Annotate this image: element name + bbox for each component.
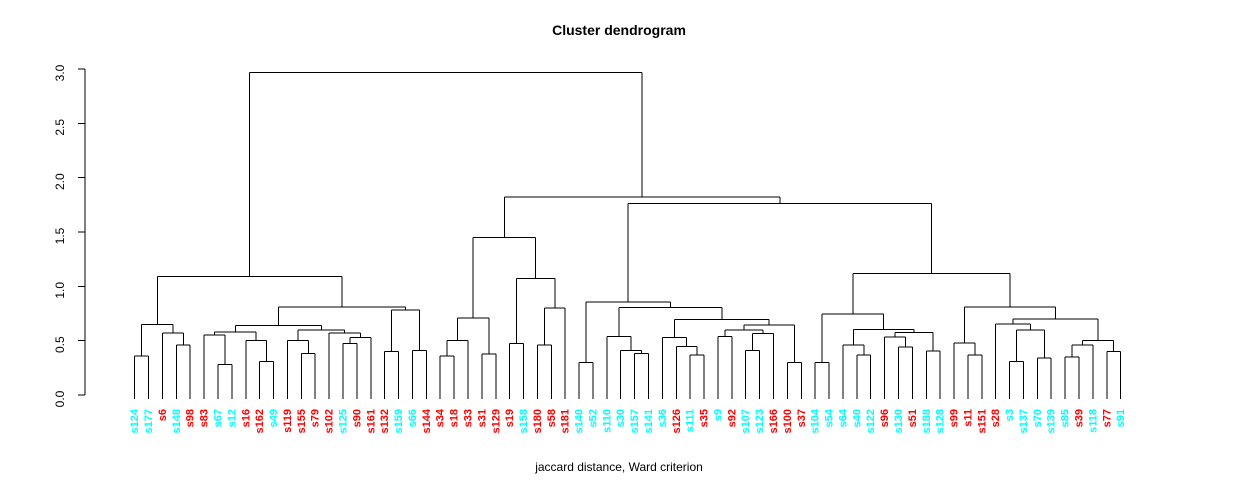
leaf-label-s92: s92 [726,409,738,427]
leaf-label-s9: s9 [712,409,724,421]
y-tick-label-1.0: 1.0 [53,282,67,299]
leaf-label-s130: s130 [893,409,905,433]
leaf-label-s157: s157 [629,409,641,433]
leaf-label-s34: s34 [435,408,447,427]
leaf-label-s162: s162 [254,409,266,433]
leaf-label-s141: s141 [643,409,655,433]
y-tick-label-0.5: 0.5 [53,336,67,353]
leaf-label-s151: s151 [976,409,988,433]
leaf-label-s144: s144 [421,408,433,433]
leaf-label-s99: s99 [949,409,961,427]
leaf-label-s129: s129 [490,409,502,433]
leaf-label-s49: s49 [268,409,280,427]
leaf-label-s70: s70 [1032,409,1044,427]
leaf-label-s52: s52 [587,409,599,427]
leaf-label-s39: s39 [1074,409,1086,427]
leaf-label-s139: s139 [1046,409,1058,433]
leaf-label-s31: s31 [476,409,488,427]
leaf-label-s140: s140 [574,409,586,433]
leaf-label-s67: s67 [213,409,225,427]
leaf-label-s137: s137 [1018,409,1030,433]
leaf-label-s35: s35 [699,409,711,427]
leaf-label-s118: s118 [1087,409,1099,433]
leaf-label-s54: s54 [824,408,836,427]
leaf-label-s28: s28 [990,409,1002,427]
leaf-label-s107: s107 [740,409,752,433]
leaf-label-s85: s85 [1060,409,1072,427]
leaf-label-s125: s125 [338,409,350,433]
leaf-label-s148: s148 [171,409,183,433]
leaf-label-s66: s66 [407,409,419,427]
leaf-label-s83: s83 [199,409,211,427]
y-tick-label-2.0: 2.0 [53,173,67,190]
leaf-label-s132: s132 [379,409,391,433]
leaf-label-s33: s33 [462,409,474,427]
leaf-label-s6: s6 [157,409,169,421]
leaf-label-s124: s124 [129,408,141,433]
leaf-label-s19: s19 [504,409,516,427]
leaf-label-s30: s30 [615,409,627,427]
leaf-label-s79: s79 [310,409,322,427]
leaf-label-s166: s166 [768,409,780,433]
leaf-label-s91: s91 [1115,409,1127,427]
leaf-label-s58: s58 [546,409,558,427]
leaf-label-s110: s110 [601,409,613,433]
leaf-label-s104: s104 [810,408,822,433]
leaf-label-s40: s40 [851,409,863,427]
leaf-label-s3: s3 [1004,409,1016,421]
leaf-label-s119: s119 [282,409,294,433]
leaf-label-s64: s64 [837,408,849,427]
y-tick-label-2.5: 2.5 [53,119,67,136]
leaf-label-s177: s177 [143,409,155,433]
leaf-label-s180: s180 [532,409,544,433]
chart-title: Cluster dendrogram [552,22,686,38]
leaf-label-s122: s122 [865,409,877,433]
leaf-label-s161: s161 [365,409,377,433]
y-tick-label-0.0: 0.0 [53,390,67,407]
leaf-label-s36: s36 [657,409,669,427]
leaf-label-s12: s12 [226,409,238,427]
leaf-label-s51: s51 [907,409,919,427]
leaf-label-s90: s90 [351,409,363,427]
leaf-label-s77: s77 [1101,409,1113,427]
leaf-label-s123: s123 [754,409,766,433]
leaf-label-s128: s128 [935,409,947,433]
y-tick-label-1.5: 1.5 [53,227,67,244]
leaf-label-s100: s100 [782,409,794,433]
leaf-label-s11: s11 [962,409,974,427]
x-axis-caption: jaccard distance, Ward criterion [535,460,703,474]
leaf-label-s155: s155 [296,409,308,433]
leaf-label-s159: s159 [393,409,405,433]
leaf-label-s98: s98 [185,409,197,427]
leaf-label-s188: s188 [921,409,933,433]
leaf-label-s111: s111 [685,409,697,432]
leaf-label-s102: s102 [324,409,336,433]
leaf-label-s96: s96 [879,409,891,427]
leaf-label-s158: s158 [518,409,530,433]
y-tick-label-3.0: 3.0 [53,64,67,81]
leaf-label-s126: s126 [671,409,683,433]
leaf-label-s16: s16 [240,409,252,427]
leaf-label-s37: s37 [796,409,808,427]
leaf-label-s18: s18 [449,409,461,427]
leaf-label-s181: s181 [560,409,572,433]
